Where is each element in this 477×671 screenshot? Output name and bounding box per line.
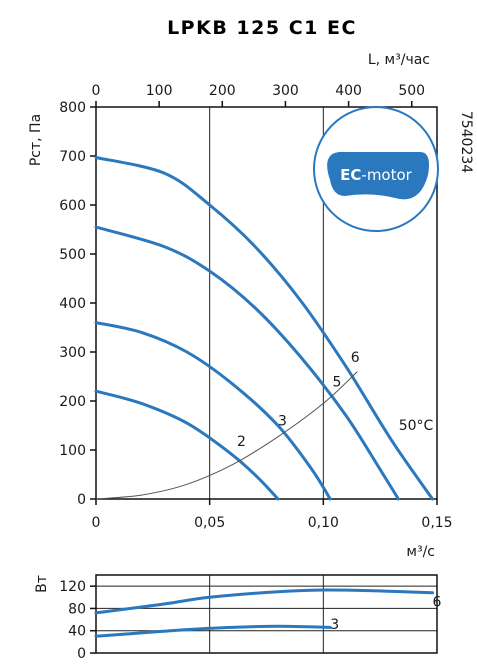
fan-curve-3: [94, 321, 332, 501]
power-curve-6: [94, 588, 434, 615]
x2-tick-label: 200: [209, 83, 236, 99]
power-y-tick-label: 80: [68, 601, 86, 617]
main-plot: 0 100 200 300 400 500 600 700 800 0 0,05 0,10 0,15 0 1…: [59, 83, 452, 531]
y-tick-label: 300: [59, 345, 86, 361]
system-curve: [95, 371, 358, 500]
y-tick-label: 800: [59, 100, 86, 116]
x-tick-label: 0,15: [421, 515, 452, 531]
y-tick-label: 400: [59, 296, 86, 312]
badge-ec: EC: [340, 166, 361, 184]
x-tick-label: 0,10: [308, 515, 339, 531]
y-tick-label: 0: [77, 492, 86, 508]
temperature-label: 50°C: [399, 418, 434, 434]
power-plot-frame: [95, 574, 438, 654]
badge-wave: [327, 151, 429, 200]
curve-label-6: 6: [351, 350, 360, 366]
x-tick-label: 0: [92, 515, 101, 531]
fan-curve-2: [94, 389, 280, 501]
chart-title: LPKB 125 C1 EC: [167, 17, 357, 39]
y-tick-label: 500: [59, 247, 86, 263]
power-curve-label-3: 3: [330, 617, 339, 633]
fan-curve-5: [94, 225, 400, 501]
x2-tick-label: 400: [335, 83, 362, 99]
y-tick-label: 700: [59, 149, 86, 165]
curve-label-3: 3: [278, 414, 287, 430]
y-tick-label: 100: [59, 443, 86, 459]
x2-tick-label: 0: [92, 83, 101, 99]
y-tick-label: 200: [59, 394, 86, 410]
curve-label-2: 2: [237, 434, 246, 450]
x-tick-label: 0,05: [194, 515, 225, 531]
power-plot: 0 40 80 120 6 3: [59, 574, 442, 662]
curve-label-5: 5: [333, 374, 342, 390]
x2-tick-label: 100: [146, 83, 173, 99]
fan-curve-6: [94, 156, 434, 501]
power-curve-label-6: 6: [433, 595, 442, 611]
y-tick-label: 600: [59, 198, 86, 214]
x2-tick-label: 300: [272, 83, 299, 99]
x-axis-label: м³/с: [406, 544, 435, 560]
y-axis-label: Pст, Па: [28, 114, 44, 166]
power-y-tick-label: 40: [68, 624, 86, 640]
power-y-tick-label: 0: [77, 646, 86, 662]
power-curve-3: [94, 624, 332, 638]
badge-text: EC-motor: [340, 166, 413, 184]
top-axis-label: L, м³/час: [368, 52, 430, 68]
power-axis-label: Вт: [34, 575, 50, 593]
power-y-tick-label: 120: [59, 579, 86, 595]
side-code: 7540234: [458, 111, 474, 173]
badge-motor: -motor: [361, 166, 412, 184]
ec-motor-badge: EC-motor: [313, 106, 439, 232]
x2-tick-label: 500: [398, 83, 425, 99]
